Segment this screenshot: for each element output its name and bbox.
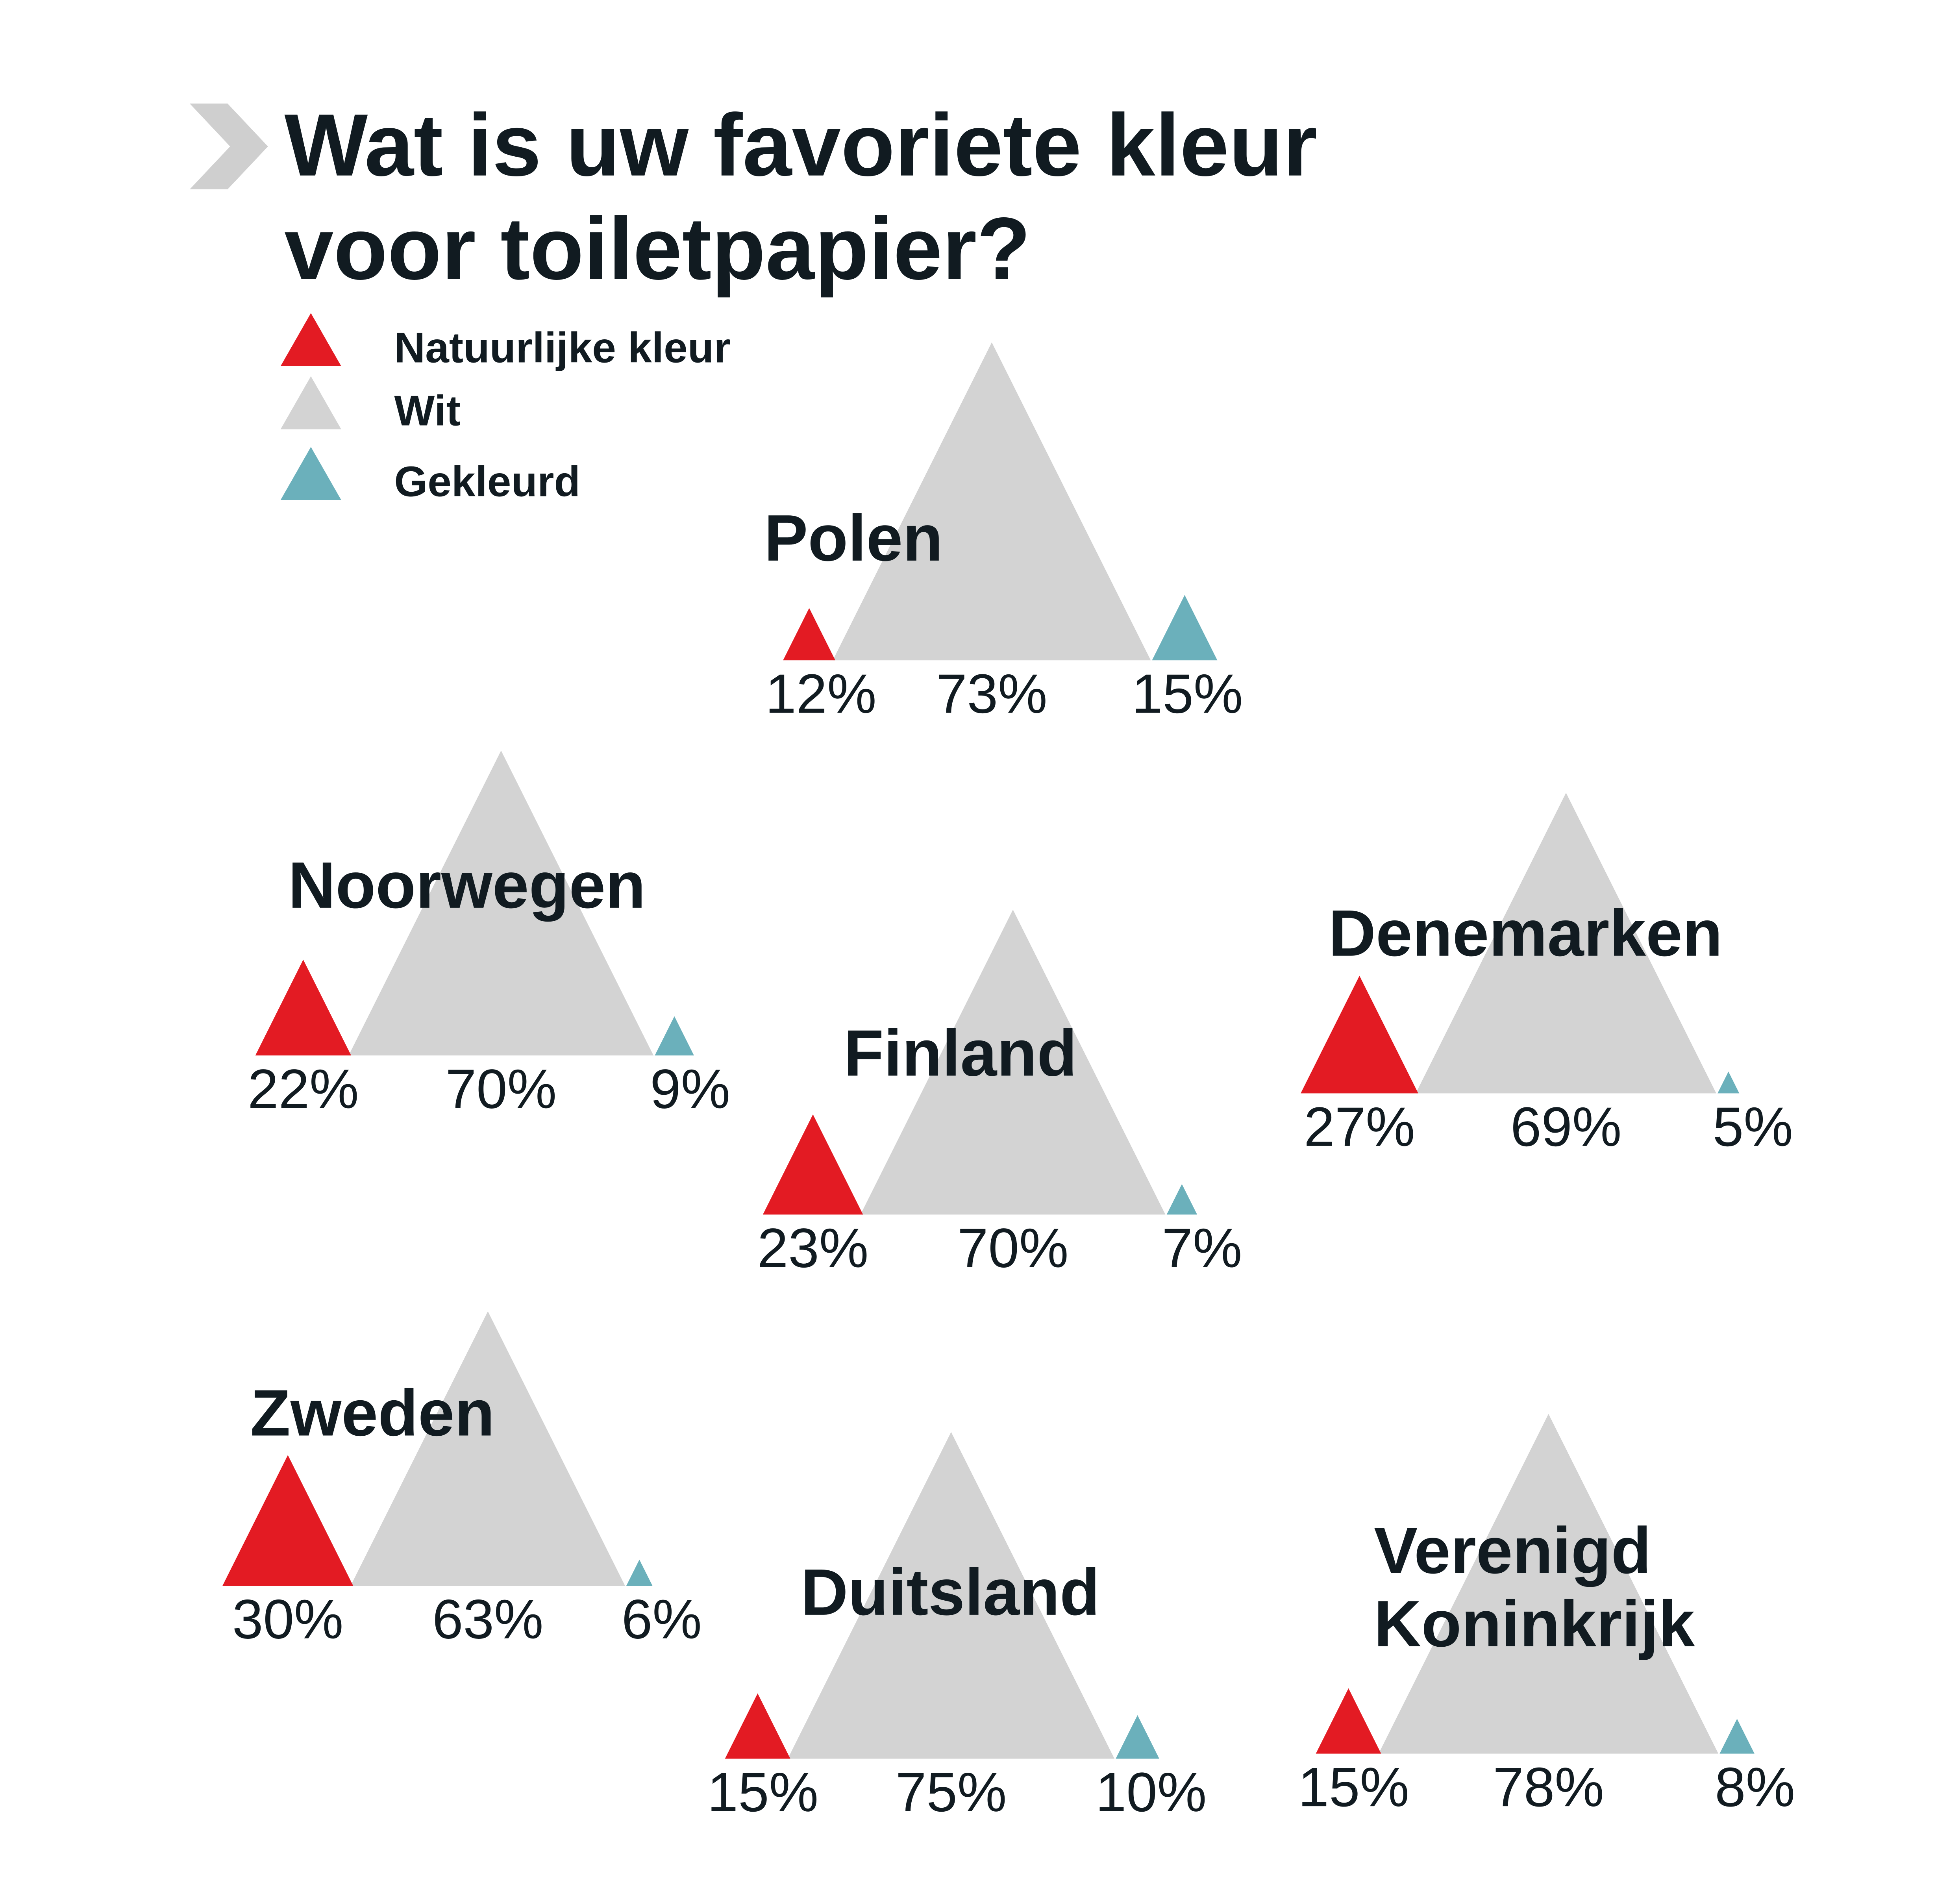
triangle-mark bbox=[1152, 595, 1218, 661]
triangle-mark bbox=[350, 1311, 625, 1586]
triangle-mark bbox=[763, 1114, 863, 1215]
country-name: Finland bbox=[844, 1017, 1077, 1091]
value-label: 69% bbox=[1510, 1096, 1621, 1158]
country-name: Duitsland bbox=[801, 1557, 1100, 1630]
country-name: Noorwegen bbox=[288, 850, 646, 923]
triangle-mark bbox=[860, 909, 1166, 1215]
triangle-mark bbox=[725, 1693, 790, 1759]
triangle-mark bbox=[1116, 1715, 1159, 1759]
value-label: 8% bbox=[1715, 1756, 1795, 1818]
legend-marker bbox=[280, 376, 341, 429]
value-label: 70% bbox=[957, 1217, 1068, 1279]
legend-marker bbox=[280, 447, 341, 500]
value-label: 30% bbox=[232, 1588, 343, 1650]
legend-label: Natuurlijke kleur bbox=[394, 324, 730, 372]
legend-marker bbox=[280, 313, 341, 367]
legend-label: Wit bbox=[394, 387, 461, 435]
triangle-mark bbox=[783, 608, 835, 661]
country-box: Finland bbox=[844, 1017, 1077, 1091]
country-name: Denemarken bbox=[1328, 898, 1723, 971]
country-box: Noorwegen bbox=[288, 850, 646, 923]
value-label: 5% bbox=[1713, 1096, 1793, 1158]
country-box: Verenigd Koninkrijk bbox=[1374, 1515, 1695, 1662]
value-label: 63% bbox=[432, 1588, 543, 1650]
triangle-mark bbox=[255, 959, 352, 1056]
triangle-mark bbox=[1719, 1719, 1755, 1754]
value-label: 12% bbox=[765, 663, 876, 725]
country-box: Denemarken bbox=[1328, 898, 1723, 971]
chart-title: Wat is uw favoriete kleur voor toiletpap… bbox=[284, 96, 1318, 298]
triangle-mark bbox=[1301, 976, 1418, 1094]
value-label: 78% bbox=[1493, 1756, 1604, 1818]
triangle-mark bbox=[1718, 1072, 1740, 1094]
triangle-mark bbox=[788, 1432, 1115, 1759]
value-label: 15% bbox=[707, 1761, 818, 1823]
country-box: Polen bbox=[764, 502, 943, 576]
value-label: 27% bbox=[1304, 1096, 1415, 1158]
triangle-mark bbox=[1316, 1688, 1381, 1754]
value-label: 10% bbox=[1096, 1761, 1207, 1823]
chevron-icon bbox=[189, 103, 268, 190]
value-label: 22% bbox=[248, 1058, 359, 1120]
country-name: Polen bbox=[764, 502, 943, 576]
value-label: 15% bbox=[1298, 1756, 1409, 1818]
country-name: Zweden bbox=[250, 1377, 495, 1451]
triangle-mark bbox=[1379, 1414, 1719, 1754]
legend-label: Gekleurd bbox=[394, 457, 580, 505]
value-label: 7% bbox=[1162, 1217, 1242, 1279]
country-box: Zweden bbox=[250, 1377, 495, 1451]
triangle-mark bbox=[348, 750, 654, 1056]
triangle-mark bbox=[626, 1559, 653, 1586]
value-label: 70% bbox=[446, 1058, 557, 1120]
value-label: 75% bbox=[896, 1761, 1007, 1823]
triangle-mark bbox=[1416, 792, 1716, 1094]
value-label: 9% bbox=[650, 1058, 730, 1120]
title-box: Wat is uw favoriete kleur voor toiletpap… bbox=[284, 96, 1318, 298]
triangle-mark bbox=[833, 342, 1151, 661]
country-name: Verenigd Koninkrijk bbox=[1374, 1515, 1695, 1662]
value-label: 73% bbox=[936, 663, 1047, 725]
triangle-mark bbox=[655, 1016, 694, 1056]
value-label: 23% bbox=[757, 1217, 868, 1279]
country-box: Duitsland bbox=[801, 1557, 1100, 1630]
value-label: 6% bbox=[622, 1588, 702, 1650]
triangle-mark bbox=[222, 1455, 354, 1586]
value-label: 15% bbox=[1132, 663, 1243, 725]
triangle-mark bbox=[1166, 1184, 1197, 1215]
